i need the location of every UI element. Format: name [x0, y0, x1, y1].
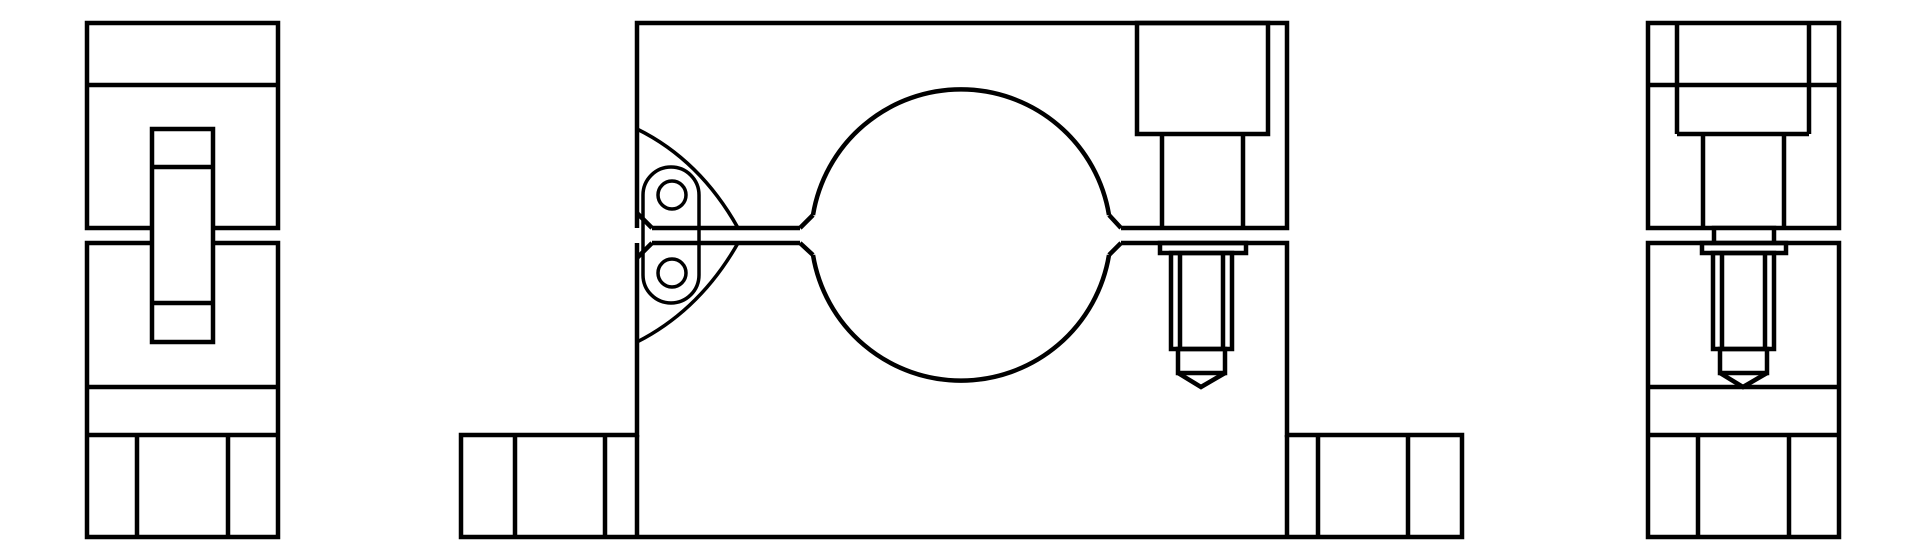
hinge-pin-top: [656, 179, 688, 211]
right-clamp-screw: [1699, 134, 1789, 390]
right-screw-point: [1718, 371, 1769, 390]
hinge-detail: [636, 127, 740, 344]
right-base-body-outline: [1645, 240, 1842, 540]
bore-right-notch-low: [1107, 241, 1123, 257]
right-side-view: [1645, 20, 1842, 540]
front-view: [458, 20, 1465, 540]
bore-upper-arc: [810, 87, 1112, 216]
hinge-pin-bottom: [656, 257, 688, 289]
left-side-view: [84, 20, 281, 540]
cap-outline: [634, 20, 1290, 231]
bore-right-notch: [1107, 213, 1123, 230]
bore-lower-arc: [810, 254, 1112, 383]
screw-point: [1176, 371, 1227, 390]
right-screw-tip: [1717, 346, 1770, 376]
screw-counterbore: [1134, 20, 1271, 137]
bore-left-notch: [798, 213, 815, 230]
clamp-screw: [1134, 20, 1271, 390]
hinge-pin-mask: [150, 128, 214, 342]
bore-left-notch-low: [798, 241, 815, 257]
screw-tip: [1175, 346, 1228, 376]
hinge-arc-lower: [636, 242, 740, 344]
body-and-base-outline: [458, 240, 1465, 540]
hinge-arc-upper: [636, 127, 740, 229]
hinge-link-outline: [641, 165, 701, 305]
hinge-pin-outline: [149, 126, 216, 345]
